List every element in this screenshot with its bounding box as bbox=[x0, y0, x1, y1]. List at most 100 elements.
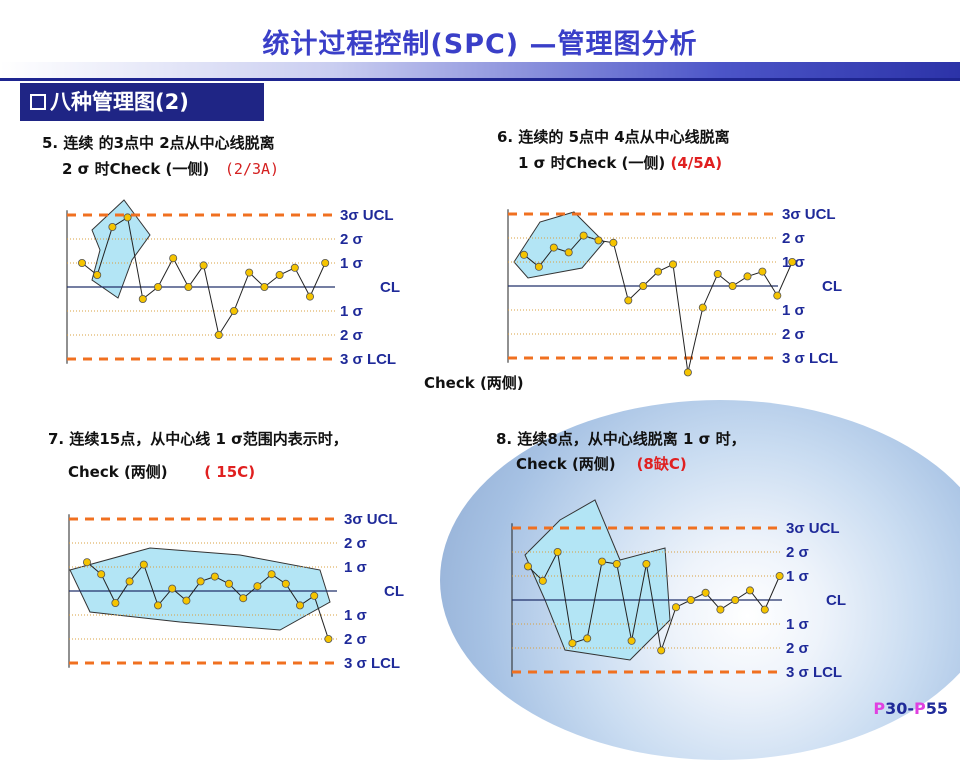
control-charts: 3σ UCL 2 σ 1 σ CL 1 σ 2 σ 3 σ LCL 3σ UCL 2 σ 1 σ C… bbox=[66, 199, 846, 681]
data-series-line bbox=[86, 561, 329, 640]
data-point bbox=[773, 291, 782, 300]
axis-label: 2 σ bbox=[344, 631, 367, 648]
data-point bbox=[746, 586, 755, 595]
data-point bbox=[686, 596, 695, 605]
data-point bbox=[743, 272, 752, 281]
caption-6-line2: 1 σ 时Check (一侧) (4/5A) bbox=[518, 152, 722, 173]
caption-both-sides: Check (两侧) bbox=[424, 374, 524, 392]
data-point bbox=[788, 257, 797, 266]
axis-label: 3σ UCL bbox=[782, 206, 836, 223]
axis-label: 2 σ bbox=[344, 535, 367, 552]
caption-5-text: 2 σ 时Check (一侧) bbox=[62, 160, 210, 178]
data-point bbox=[612, 560, 621, 569]
data-point bbox=[245, 268, 254, 277]
data-point bbox=[123, 213, 132, 222]
axis-label: 1 σ bbox=[786, 616, 809, 633]
data-point bbox=[624, 296, 633, 305]
axis-label: 1 σ bbox=[344, 559, 367, 576]
data-point bbox=[698, 303, 707, 312]
data-point bbox=[229, 306, 238, 315]
data-point bbox=[716, 605, 725, 614]
axis-label: CL bbox=[380, 279, 400, 296]
data-point bbox=[627, 636, 636, 645]
data-point bbox=[83, 558, 92, 567]
highlight-burst bbox=[513, 211, 605, 279]
data-point bbox=[267, 570, 276, 579]
data-point bbox=[598, 557, 607, 566]
caption-6-text: 1 σ 时Check (一侧) bbox=[518, 154, 666, 172]
axis-label: 1 σ bbox=[340, 255, 363, 272]
page-prefix2: P bbox=[914, 699, 926, 718]
data-point bbox=[594, 236, 603, 245]
page-title: 统计过程控制(SPC) —管理图分析 bbox=[262, 29, 698, 60]
axis-label: 2 σ bbox=[786, 640, 809, 657]
page-to: 55 bbox=[925, 699, 948, 718]
data-point bbox=[260, 282, 269, 291]
data-point bbox=[153, 282, 162, 291]
section-header: 八种管理图(2) bbox=[20, 83, 264, 121]
data-point bbox=[775, 572, 784, 581]
data-point bbox=[701, 588, 710, 597]
data-point bbox=[182, 596, 191, 605]
axis-label: 2 σ bbox=[786, 544, 809, 561]
caption-5-line2: 2 σ 时Check (一侧) (2/3A) bbox=[62, 158, 279, 179]
data-point bbox=[324, 635, 333, 644]
data-point bbox=[321, 258, 330, 267]
data-point bbox=[760, 605, 769, 614]
data-point bbox=[239, 594, 248, 603]
highlight-burst bbox=[524, 499, 671, 661]
data-point bbox=[731, 596, 740, 605]
page-sep: - bbox=[907, 699, 914, 718]
axis-label: 3 σ LCL bbox=[782, 350, 838, 367]
globe-background bbox=[440, 400, 960, 760]
data-point bbox=[728, 281, 737, 290]
data-point bbox=[93, 270, 102, 279]
data-point bbox=[657, 646, 666, 655]
data-point bbox=[305, 292, 314, 301]
axis-label: 3σ UCL bbox=[786, 520, 840, 537]
header-rule bbox=[0, 78, 960, 81]
caption-7-text: Check (两侧) bbox=[68, 463, 168, 481]
data-point bbox=[196, 577, 205, 586]
axis-label: 2 σ bbox=[782, 326, 805, 343]
data-point bbox=[275, 270, 284, 279]
caption-5-note: (2/3A) bbox=[224, 160, 280, 178]
data-point bbox=[111, 599, 120, 608]
caption-8-line1: 8. 连续8点，从中心线脱离 1 σ 时， bbox=[496, 430, 746, 448]
axis-label: CL bbox=[822, 278, 842, 295]
caption-7-line2: Check (两侧) ( 15C) bbox=[68, 461, 255, 482]
axis-label: 2 σ bbox=[782, 230, 805, 247]
data-point bbox=[579, 231, 588, 240]
chart-7: 3σ UCL 2 σ 1 σ CL 1 σ 2 σ 3 σ LCL bbox=[68, 511, 404, 672]
axis-label: 1 σ bbox=[344, 607, 367, 624]
axis-label: 1 σ bbox=[340, 303, 363, 320]
data-point bbox=[524, 562, 533, 571]
header-band bbox=[0, 62, 960, 78]
axis-label: 3σ UCL bbox=[340, 207, 394, 224]
data-point bbox=[199, 261, 208, 270]
caption-7-note: ( 15C) bbox=[204, 463, 256, 481]
data-point bbox=[169, 254, 178, 263]
caption-8-note: (8缺C) bbox=[636, 455, 687, 473]
axis-label: CL bbox=[826, 592, 846, 609]
data-point bbox=[184, 282, 193, 291]
axis-label: 1 σ bbox=[782, 302, 805, 319]
axis-label: 1 σ bbox=[786, 568, 809, 585]
data-point bbox=[253, 582, 262, 591]
data-point bbox=[564, 248, 573, 257]
data-point bbox=[639, 281, 648, 290]
data-point bbox=[281, 579, 290, 588]
data-point bbox=[669, 260, 678, 269]
data-point bbox=[553, 548, 562, 557]
data-point bbox=[97, 570, 106, 579]
axis-label: 2 σ bbox=[340, 327, 363, 344]
caption-8-line2: Check (两侧) (8缺C) bbox=[516, 453, 687, 474]
data-point bbox=[153, 601, 162, 610]
data-point bbox=[654, 267, 663, 276]
page-prefix: P bbox=[873, 699, 886, 718]
data-point bbox=[642, 560, 651, 569]
data-point bbox=[138, 294, 147, 303]
axis-label: 3 σ LCL bbox=[340, 351, 396, 368]
data-point bbox=[168, 584, 177, 593]
axis-label: 3 σ LCL bbox=[786, 664, 842, 681]
